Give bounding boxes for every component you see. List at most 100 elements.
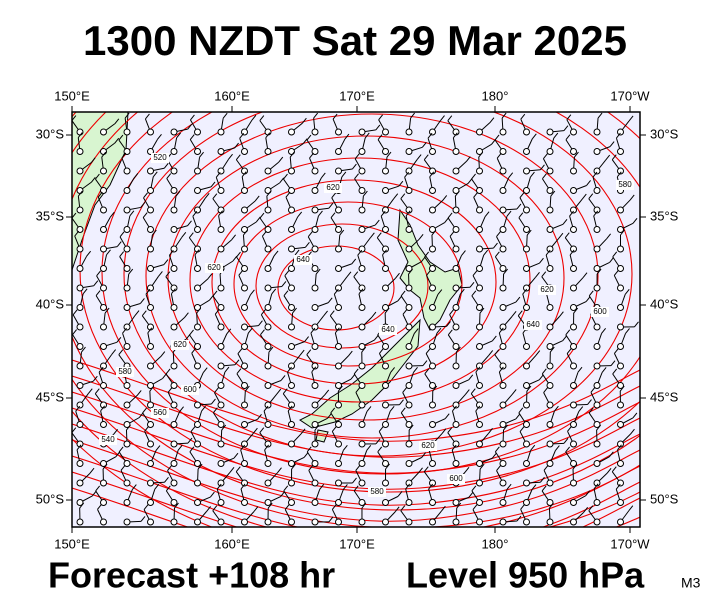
wind-barb bbox=[197, 463, 203, 470]
station bbox=[452, 206, 460, 214]
station bbox=[593, 128, 601, 136]
wind-barb bbox=[503, 424, 508, 431]
station bbox=[264, 343, 272, 350]
station bbox=[358, 304, 366, 311]
wind-barb bbox=[550, 190, 556, 197]
wind-barb bbox=[421, 142, 427, 148]
wind-barb bbox=[619, 385, 625, 392]
wind-barb bbox=[300, 428, 306, 435]
station bbox=[76, 479, 84, 487]
station bbox=[76, 401, 84, 409]
contour-label: 620 bbox=[540, 285, 554, 294]
station bbox=[147, 226, 154, 233]
station bbox=[217, 167, 225, 175]
wind-barb bbox=[369, 232, 375, 239]
station bbox=[241, 362, 248, 370]
wind-barb bbox=[232, 255, 238, 262]
station bbox=[405, 518, 413, 526]
wind-barb bbox=[508, 172, 514, 179]
wind-barb bbox=[395, 272, 400, 279]
station bbox=[147, 265, 154, 272]
wind-barb bbox=[366, 406, 372, 412]
contour-label: 640 bbox=[526, 320, 540, 329]
station bbox=[358, 401, 366, 409]
wind-barb bbox=[259, 427, 265, 433]
station bbox=[523, 304, 530, 311]
wind-barb bbox=[299, 349, 305, 356]
wind-barb bbox=[318, 210, 323, 217]
wind-barb bbox=[342, 445, 348, 451]
wind-barb bbox=[358, 288, 364, 295]
wind-barb bbox=[96, 270, 101, 277]
station bbox=[476, 128, 483, 136]
lon-label: 170°E bbox=[339, 536, 375, 551]
station bbox=[170, 382, 178, 389]
station bbox=[264, 518, 272, 526]
wind-barb bbox=[282, 388, 288, 394]
station bbox=[523, 440, 530, 448]
station bbox=[123, 479, 131, 487]
wind-barb bbox=[601, 327, 607, 334]
station bbox=[476, 382, 483, 389]
station bbox=[452, 382, 460, 389]
wind-barb bbox=[371, 311, 377, 318]
wind-barb bbox=[175, 190, 181, 197]
wind-barb bbox=[385, 463, 390, 470]
station bbox=[546, 245, 554, 253]
wind-barb bbox=[565, 329, 571, 336]
wind-barb bbox=[562, 335, 568, 341]
station bbox=[476, 518, 483, 526]
contour-label: 640 bbox=[296, 255, 310, 264]
wind-barb bbox=[494, 134, 500, 141]
wind-barb bbox=[535, 350, 541, 356]
wind-barb bbox=[540, 164, 545, 171]
station bbox=[123, 304, 131, 311]
wind-barb bbox=[515, 413, 521, 420]
wind-barb bbox=[250, 289, 255, 296]
wind-barb bbox=[234, 142, 239, 149]
contour-label: 580 bbox=[370, 487, 384, 496]
wind-barb bbox=[379, 348, 384, 354]
station bbox=[452, 265, 460, 272]
wind-barb bbox=[339, 229, 345, 236]
station bbox=[570, 206, 577, 214]
lat-label: 35°S bbox=[36, 208, 65, 223]
wind-barb bbox=[158, 271, 163, 277]
wind-barb bbox=[593, 210, 599, 217]
wind-barb bbox=[287, 405, 293, 412]
station bbox=[523, 226, 530, 233]
station bbox=[100, 128, 107, 136]
station bbox=[617, 265, 624, 272]
wind-barb bbox=[352, 477, 357, 484]
station bbox=[570, 284, 577, 292]
wind-barb bbox=[184, 312, 189, 318]
station bbox=[76, 148, 84, 155]
station bbox=[264, 167, 272, 175]
station bbox=[241, 401, 248, 409]
station bbox=[570, 226, 577, 233]
wind-barb bbox=[212, 505, 218, 511]
wind-barb bbox=[469, 281, 475, 288]
wind-barb bbox=[447, 427, 453, 433]
wind-barb bbox=[211, 398, 216, 405]
wind-barb bbox=[613, 270, 619, 276]
wind-barb bbox=[468, 491, 474, 498]
wind-barb bbox=[347, 350, 353, 357]
wind-barb bbox=[464, 389, 470, 395]
wind-barb bbox=[426, 270, 431, 276]
wind-barb bbox=[131, 484, 137, 490]
station bbox=[217, 421, 225, 428]
wind-barb bbox=[305, 242, 310, 248]
station bbox=[170, 460, 178, 467]
station bbox=[241, 479, 248, 487]
station bbox=[264, 265, 272, 272]
contour-line bbox=[255, 223, 429, 349]
wind-barb bbox=[423, 466, 429, 472]
station bbox=[382, 401, 389, 409]
wind-barb bbox=[267, 502, 273, 509]
station bbox=[335, 206, 342, 214]
wind-barb bbox=[344, 133, 350, 140]
station bbox=[358, 362, 366, 370]
station bbox=[170, 245, 178, 253]
station bbox=[311, 401, 319, 409]
